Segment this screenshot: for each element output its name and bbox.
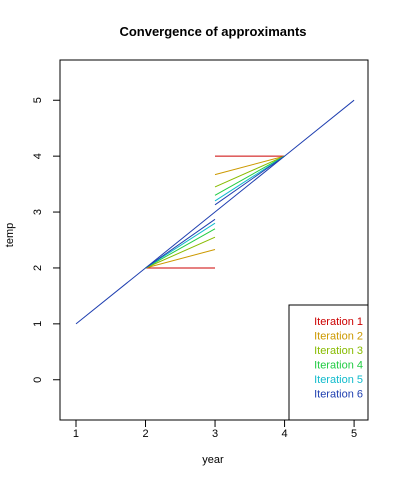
iteration-4-segment-1: [145, 228, 216, 269]
legend-entry: Iteration 5: [314, 374, 363, 386]
y-tick-label: 2: [32, 265, 44, 271]
x-tick-label: 3: [212, 428, 218, 440]
legend-entry: Iteration 4: [314, 359, 363, 371]
reference-line: [75, 99, 355, 325]
y-tick-label: 5: [32, 97, 44, 103]
legend-entry: Iteration 2: [314, 330, 363, 342]
iteration-6-segment-2: [214, 155, 285, 206]
x-tick-label: 4: [282, 428, 288, 440]
legend-entry: Iteration 3: [314, 345, 363, 357]
x-tick-label: 2: [142, 428, 148, 440]
legend: Iteration 1 Iteration 2 Iteration 3 Iterati…: [288, 304, 369, 421]
iteration-3-segment-2: [214, 155, 285, 188]
y-tick-label: 3: [32, 209, 44, 215]
legend-entry: Iteration 1: [314, 316, 363, 328]
series-layer: [75, 99, 355, 325]
y-tick-label: 4: [32, 153, 44, 159]
iteration-5-segment-1: [145, 222, 216, 269]
y-axis: 0 1 2 3 4 5: [32, 97, 61, 383]
x-tick-label: 1: [73, 428, 79, 440]
y-axis-label: temp: [4, 223, 16, 247]
x-axis: 1 2 3 4 5: [73, 419, 357, 440]
x-axis-label: year: [202, 454, 224, 466]
legend-entry: Iteration 6: [314, 388, 363, 400]
iteration-2-segment-2: [214, 155, 285, 176]
y-tick-label: 1: [32, 321, 44, 327]
iteration-3-segment-1: [145, 236, 216, 269]
chart-title: Convergence of approximants: [119, 24, 306, 39]
y-tick-label: 0: [32, 377, 44, 383]
iteration-5-segment-2: [214, 155, 285, 202]
iteration-6-segment-1: [145, 218, 216, 269]
iteration-4-segment-2: [214, 155, 285, 196]
x-tick-label: 5: [351, 428, 357, 440]
iteration-2-segment-1: [145, 249, 216, 269]
legend-box: [288, 304, 369, 421]
